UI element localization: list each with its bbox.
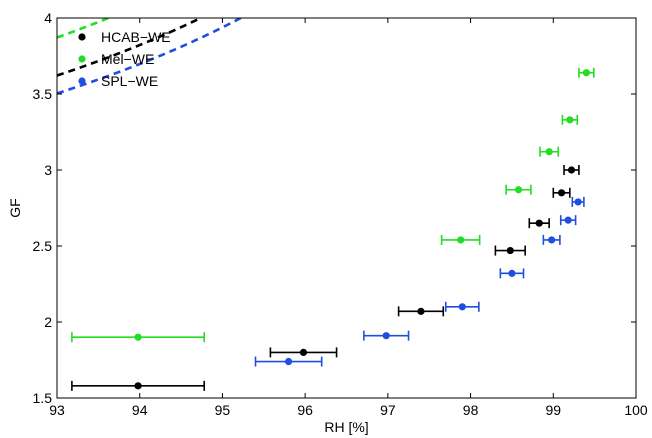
data-point-2	[548, 236, 556, 244]
axis-ticks	[56, 17, 637, 399]
y-tick-label: 4	[44, 10, 52, 26]
legend-label: HCAB−WE	[101, 29, 171, 45]
data-point-0	[567, 166, 576, 174]
fit-curve-0	[57, 18, 204, 77]
data-point-1	[457, 236, 465, 244]
x-tick-label: 96	[297, 402, 313, 418]
data-point-1	[514, 186, 523, 194]
x-axis-label: RH [%]	[324, 419, 368, 435]
legend-label: Mel−WE	[101, 51, 154, 67]
fit-curves	[57, 18, 244, 95]
data-points	[134, 69, 590, 390]
x-tick-label: 95	[215, 402, 231, 418]
y-tick-label: 2.5	[33, 238, 53, 254]
x-tick-label: 100	[624, 402, 648, 418]
x-tick-labels: 93 94 95 96 97 98 99 100	[49, 402, 648, 418]
data-point-0	[535, 219, 543, 227]
data-point-0	[506, 246, 514, 255]
y-tick-label: 3.5	[33, 86, 53, 102]
x-tick-label: 99	[545, 402, 561, 418]
data-point-0	[417, 307, 425, 315]
fit-curve-2	[57, 18, 244, 95]
y-tick-label: 3	[44, 162, 52, 178]
x-tick-label: 98	[463, 402, 479, 418]
x-tick-label: 97	[380, 402, 396, 418]
data-point-1	[545, 148, 553, 156]
legend-marker	[78, 33, 86, 41]
data-point-1	[582, 69, 590, 77]
data-point-0	[134, 382, 142, 390]
data-point-2	[285, 357, 293, 366]
y-tick-labels: 1.5 2 2.5 3 3.5 4	[33, 10, 53, 406]
data-point-2	[382, 332, 390, 340]
legend-marker	[78, 77, 86, 85]
legend-label: SPL−WE	[101, 73, 158, 89]
error-bars	[71, 67, 595, 391]
data-point-2	[508, 269, 516, 277]
data-point-2	[574, 198, 582, 206]
x-tick-label: 94	[132, 402, 148, 418]
x-tick-label: 93	[49, 402, 65, 418]
y-axis-label: GF	[7, 198, 23, 217]
data-point-0	[557, 189, 566, 197]
y-tick-label: 2	[44, 314, 52, 330]
data-point-2	[564, 216, 572, 224]
y-tick-label: 1.5	[33, 390, 53, 406]
data-point-2	[458, 303, 466, 311]
data-point-1	[134, 333, 142, 341]
data-point-0	[299, 348, 308, 356]
legend-marker	[78, 55, 86, 63]
legend: HCAB−WE Mel−WE SPL−WE	[78, 29, 171, 89]
plot-frame	[56, 17, 637, 399]
data-point-1	[566, 116, 574, 124]
